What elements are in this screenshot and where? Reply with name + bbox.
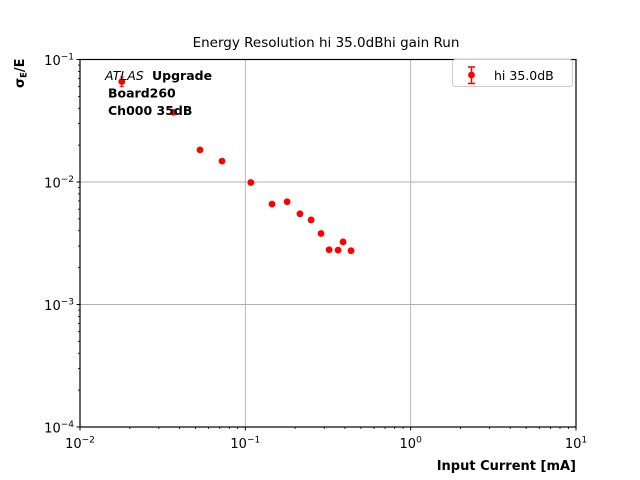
y-tick-label-exp: −1 <box>61 53 74 63</box>
y-tick-label-base: 10 <box>44 54 61 69</box>
data-point <box>283 198 291 206</box>
annotation-line1: ATLAS Upgrade <box>104 68 212 83</box>
data-series <box>118 76 355 255</box>
data-point <box>334 246 342 254</box>
data-point <box>307 216 315 224</box>
x-tick-label-base: 10 <box>230 437 247 452</box>
data-point <box>196 146 204 154</box>
annotation-line2: Board260 <box>108 86 176 101</box>
y-tick-label: 10−3 <box>44 298 74 315</box>
annotation: ATLAS Upgrade Board260 Ch000 35dB <box>104 68 212 118</box>
data-point <box>170 108 177 116</box>
x-tick-label: 10−1 <box>230 436 260 453</box>
y-axis-label-subscript: E <box>20 72 30 78</box>
plot-border <box>79 58 577 428</box>
data-point <box>296 210 304 218</box>
y-axis-label-base: σ <box>13 78 28 88</box>
x-tick-label-exp: 1 <box>581 436 587 446</box>
data-point <box>218 157 226 165</box>
x-tick-label: 10−2 <box>65 436 95 453</box>
y-tick-label-base: 10 <box>44 299 61 314</box>
annotation-upgrade-text: Upgrade <box>152 68 212 83</box>
x-tick-label-base: 10 <box>400 437 417 452</box>
data-point <box>325 246 333 254</box>
gridlines <box>80 59 576 427</box>
x-tick-label-exp: −2 <box>82 436 95 446</box>
y-tick-label: 10−4 <box>44 420 74 437</box>
y-tick-labels: 10−410−310−210−1 <box>44 53 74 437</box>
annotation-line3: Ch000 35dB <box>108 103 192 118</box>
x-tick-labels: 10−2 10−1 100 101 <box>65 436 587 453</box>
data-point <box>317 230 325 237</box>
x-tick-label-exp: 0 <box>416 436 422 446</box>
x-axis-label: Input Current [mA] <box>437 459 576 474</box>
y-tick-label-base: 10 <box>44 177 61 192</box>
y-tick-label-exp: −4 <box>61 420 75 430</box>
data-point <box>339 238 347 246</box>
y-tick-label-exp: −2 <box>61 175 74 185</box>
legend: hi 35.0dB <box>452 59 573 87</box>
y-tick-label-exp: −3 <box>61 298 74 308</box>
data-point <box>347 247 355 255</box>
legend-label: hi 35.0dB <box>494 68 554 83</box>
x-tick-label-exp: −1 <box>247 436 260 446</box>
legend-marker-icon <box>468 71 475 79</box>
y-tick-label-base: 10 <box>44 422 61 437</box>
y-tick-label: 10−1 <box>44 53 74 70</box>
y-axis-label-rest: /E <box>13 58 28 72</box>
data-point <box>247 179 255 186</box>
data-point <box>268 200 276 208</box>
y-axis-label: σE/E <box>13 58 30 88</box>
x-tick-label-base: 10 <box>565 437 582 452</box>
x-tick-label-base: 10 <box>65 437 82 452</box>
chart-title: Energy Resolution hi 35.0dBhi gain Run <box>193 35 460 51</box>
y-tick-label: 10−2 <box>44 175 74 192</box>
annotation-atlas-text: ATLAS <box>104 68 144 83</box>
data-point <box>118 78 126 86</box>
legend-box <box>452 59 573 87</box>
x-tick-label: 100 <box>400 436 423 453</box>
x-tick-label: 101 <box>565 436 587 453</box>
